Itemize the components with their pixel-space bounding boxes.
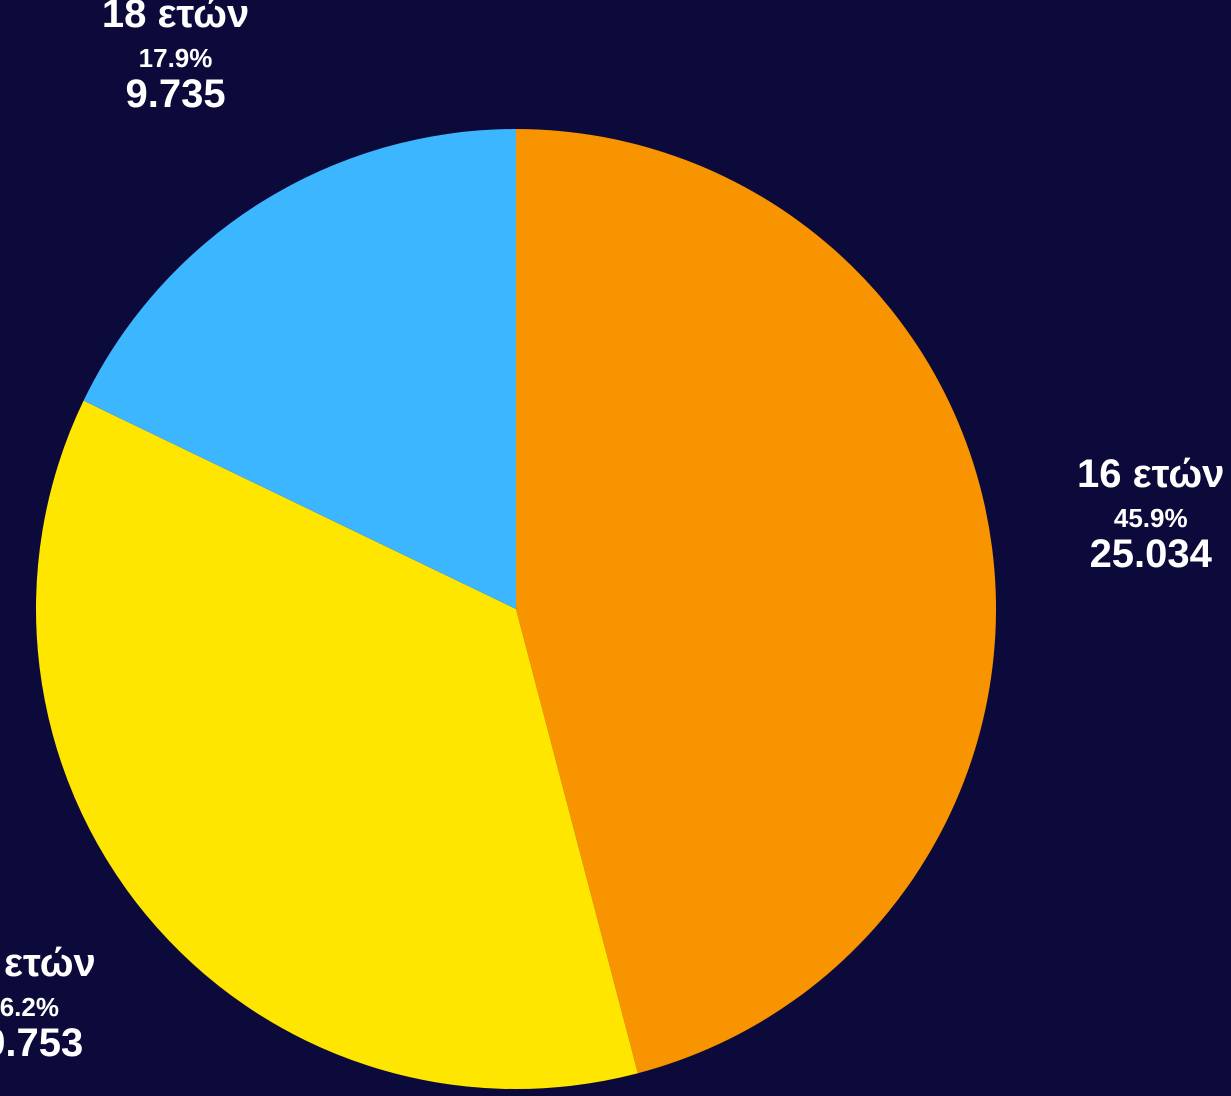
slice-label-1: 16 ετών 45.9%25.034 [1077,452,1224,576]
slice-category-label: 16 ετών [1077,452,1224,496]
slice-value-label: 9.735 [125,72,225,116]
slice-category-label: 18 ετών [102,0,249,36]
slice-value-label: 19.753 [0,1021,83,1065]
slice-percent-label: 17.9% [139,43,213,73]
slice-label-3: 18 ετών 17.9%9.735 [102,0,249,116]
slice-label-2: 17 ετών 36.2%19.753 [0,941,96,1065]
pie-slice-2 [35,400,638,1090]
slice-percent-label: 36.2% [0,992,59,1022]
pie-slice-1 [516,129,997,1074]
slice-value-label: 25.034 [1090,532,1213,576]
slices-layer [35,129,997,1090]
slice-percent-label: 45.9% [1114,503,1188,533]
labels-layer: 16 ετών 45.9%25.034 17 ετών 36.2%19.753 18 ε… [0,0,1224,1065]
slice-category-label: 17 ετών [0,941,96,985]
pie-slice-3 [83,129,516,609]
